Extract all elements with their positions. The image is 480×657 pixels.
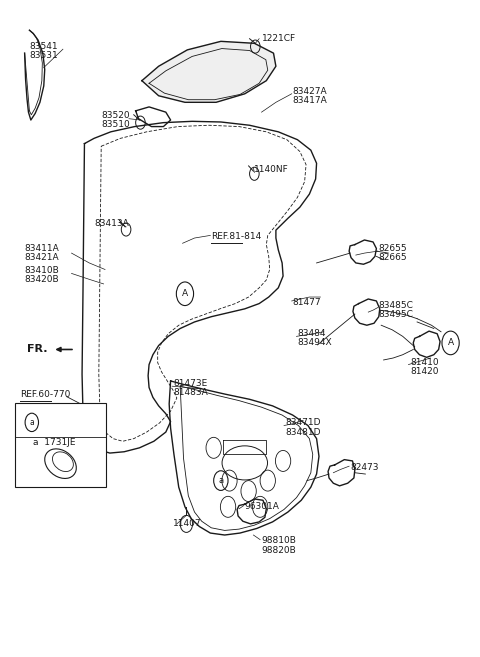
Text: 83494X: 83494X xyxy=(298,338,332,348)
Text: 83520: 83520 xyxy=(101,111,130,120)
Text: 81410: 81410 xyxy=(410,358,439,367)
Text: 81477: 81477 xyxy=(293,298,321,307)
Text: 11407: 11407 xyxy=(173,520,202,528)
Text: 98820B: 98820B xyxy=(262,545,296,555)
Text: 83421A: 83421A xyxy=(24,253,59,262)
Text: 82665: 82665 xyxy=(379,253,408,262)
Text: 83427A: 83427A xyxy=(293,87,327,96)
Text: 83420B: 83420B xyxy=(24,275,59,284)
Text: 83541: 83541 xyxy=(29,42,58,51)
Text: a: a xyxy=(218,476,223,485)
Text: 83411A: 83411A xyxy=(24,244,60,253)
Text: 83471D: 83471D xyxy=(286,419,321,428)
Text: 83531: 83531 xyxy=(29,51,58,60)
Text: 83495C: 83495C xyxy=(379,310,414,319)
Text: A: A xyxy=(447,338,454,348)
Text: 83484: 83484 xyxy=(298,329,326,338)
Text: REF.81-814: REF.81-814 xyxy=(211,231,262,240)
Text: 81483A: 81483A xyxy=(173,388,208,397)
Text: 83510: 83510 xyxy=(101,120,130,129)
Text: 83410B: 83410B xyxy=(24,266,60,275)
Polygon shape xyxy=(142,41,276,102)
Text: 83481D: 83481D xyxy=(286,428,321,437)
Text: 81473E: 81473E xyxy=(173,379,207,388)
Text: 82655: 82655 xyxy=(379,244,408,253)
Text: A: A xyxy=(182,289,188,298)
Text: 83485C: 83485C xyxy=(379,301,414,310)
Text: FR.: FR. xyxy=(27,344,48,355)
Text: 83417A: 83417A xyxy=(293,96,327,105)
Text: REF.60-770: REF.60-770 xyxy=(20,390,70,399)
Text: 1140NF: 1140NF xyxy=(254,166,289,174)
Text: 83413A: 83413A xyxy=(94,219,129,228)
Text: 82473: 82473 xyxy=(350,463,379,472)
Text: 81420: 81420 xyxy=(410,367,438,376)
Text: 98810B: 98810B xyxy=(262,536,297,545)
Text: a: a xyxy=(29,418,34,427)
Text: a  1731JE: a 1731JE xyxy=(33,438,76,447)
Text: 96301A: 96301A xyxy=(245,503,280,511)
Text: 1221CF: 1221CF xyxy=(262,34,296,43)
FancyBboxPatch shape xyxy=(15,403,106,487)
